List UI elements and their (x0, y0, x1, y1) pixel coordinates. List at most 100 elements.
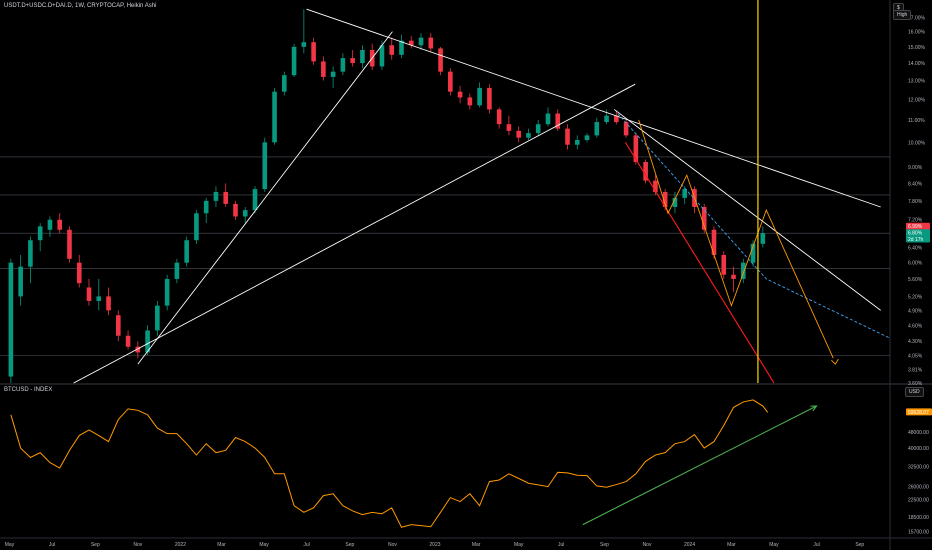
heikin-ashi-candles (8, 9, 766, 383)
price-tick-label: 4.90% (908, 308, 923, 314)
time-tick-label: Sep (91, 542, 100, 548)
candle-body (535, 124, 541, 134)
trendline (613, 109, 881, 311)
candle-body (662, 191, 668, 207)
orange-zigzag-projection (638, 119, 834, 359)
btc-price-line (10, 399, 769, 528)
scale-mode-badge[interactable]: High (893, 10, 912, 20)
candle-body (96, 296, 102, 301)
time-tick-label: May (5, 542, 15, 548)
candle-body (262, 142, 268, 190)
candle-body (321, 61, 326, 77)
candle-body (623, 122, 629, 136)
candle-body (37, 226, 43, 241)
candle-body (633, 135, 639, 162)
price-tick-label: 15.00% (908, 45, 926, 51)
candle-body (506, 124, 512, 131)
time-tick-label: Nov (388, 542, 397, 548)
candle-body (47, 219, 53, 230)
candle-body (67, 229, 72, 259)
btc-price-tick-label: 40000.00 (908, 446, 929, 452)
candle-body (672, 197, 678, 207)
candle-body (155, 305, 160, 331)
time-tick-label: Mar (217, 542, 226, 548)
btc-last-price-text: 59628.07 (908, 410, 929, 416)
candle-body (28, 240, 33, 267)
price-tag-text: 2d 17h (908, 237, 924, 243)
price-tick-label: 9.00% (908, 165, 923, 171)
candle-body (125, 335, 131, 347)
candle-body (526, 133, 531, 138)
candle-body (643, 161, 648, 181)
time-tick-label: Mar (472, 542, 481, 548)
price-tick-label: 10.00% (908, 140, 926, 146)
candle-body (731, 274, 736, 279)
price-tick-label: 4.05% (908, 353, 923, 359)
price-tick-label: 11.00% (908, 118, 925, 124)
candle-body (242, 210, 248, 217)
candle-body (301, 42, 307, 47)
price-tick-label: 8.40% (908, 181, 923, 187)
price-and-time-axes: 17.00% 16.00% 15.00% 14.00% 13.00% 12.00% 11.0… (5, 15, 932, 548)
candle-body (330, 71, 336, 77)
candle-body (360, 50, 365, 64)
price-tag-bg (906, 222, 930, 230)
candle-body (223, 191, 229, 204)
dashed-projection-line (617, 113, 891, 339)
time-tick-label: Sep (345, 542, 354, 548)
candle-body (701, 206, 707, 230)
candle-body (184, 240, 189, 263)
candle-body (379, 45, 385, 67)
price-tick-label: 3.60% (908, 381, 923, 387)
candle-body (545, 113, 551, 125)
candle-body (614, 115, 619, 123)
price-tag-text: 6.99% (908, 224, 923, 230)
time-tick-label: Sep (600, 542, 609, 548)
btc-price-tick-label: 22500.00 (908, 498, 929, 504)
price-tick-label: 7.80% (908, 199, 923, 205)
candle-body (574, 140, 580, 145)
candle-body (496, 109, 502, 125)
trendline (73, 83, 636, 384)
candle-body (272, 91, 277, 143)
btc-price-tick-label: 18500.00 (908, 515, 929, 521)
time-tick-label: May (514, 542, 524, 548)
candle-body (282, 75, 287, 92)
red-channel-line (624, 142, 775, 384)
candle-body (57, 219, 63, 230)
price-tick-label: 7.20% (908, 218, 923, 224)
btc-pane-title: BTCUSD - INDEX (4, 387, 53, 393)
candle-body (682, 189, 687, 198)
candle-body (711, 229, 717, 255)
btc-price-tick-label: 26000.00 (908, 485, 929, 491)
chart-title: USDT.D+USDC.D+DAI.D, 1W, CRYPTOCAP, Heik… (4, 3, 157, 9)
candle-body (311, 42, 316, 62)
candle-body (399, 40, 404, 55)
btc-currency-badge[interactable]: USD (905, 387, 924, 397)
price-tick-label: 16.00% (908, 30, 926, 36)
candle-body (594, 122, 600, 136)
price-tick-label: 6.40% (908, 245, 923, 251)
candle-body (233, 203, 238, 217)
candle-body (8, 262, 14, 377)
candle-body (740, 262, 746, 279)
price-tag-bg (906, 235, 930, 243)
price-tick-label: 13.00% (908, 79, 926, 85)
time-tick-label: Mar (727, 542, 736, 548)
candle-body (389, 45, 395, 55)
candle-body (721, 254, 727, 275)
candle-body (448, 71, 453, 92)
price-tag-bg (906, 229, 930, 237)
candle-body (145, 330, 150, 353)
candle-body (350, 58, 355, 64)
price-tag: 6.80% (906, 229, 930, 237)
green-trend-arrow (582, 405, 817, 526)
candle-body (76, 262, 82, 284)
candle-body (116, 315, 121, 336)
candle-body (467, 97, 473, 106)
trendline (306, 8, 881, 208)
time-tick-label: May (769, 542, 779, 548)
price-tick-label: 6.00% (908, 261, 923, 267)
